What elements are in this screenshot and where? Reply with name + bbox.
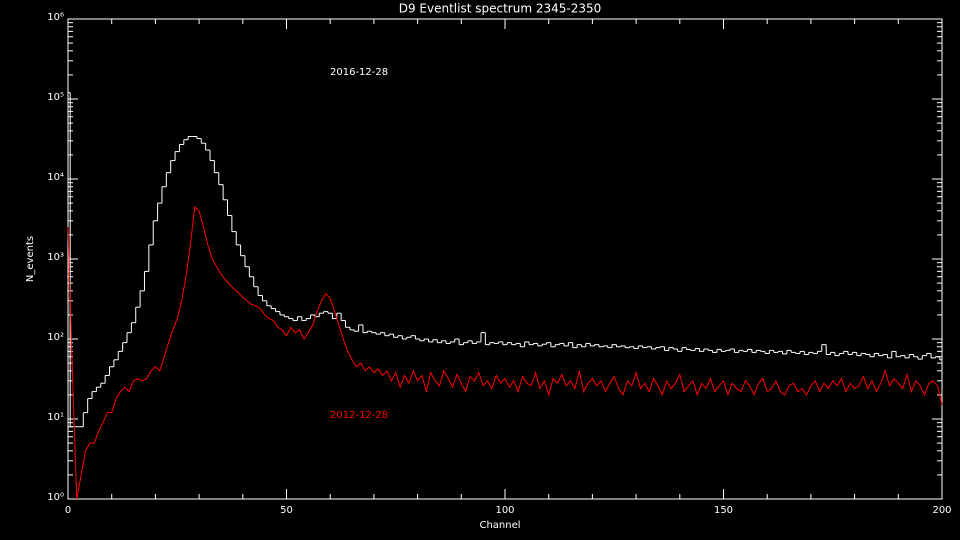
x-axis-label: Channel	[479, 520, 520, 531]
series-label: 2012-12-28	[330, 410, 388, 421]
y-axis-label: N_events	[25, 236, 36, 282]
y-tick-label: 10⁰	[47, 492, 64, 503]
x-tick-label: 100	[495, 505, 514, 516]
x-tick-label: 50	[280, 505, 293, 516]
y-tick-label: 10⁴	[47, 172, 64, 183]
y-tick-label: 10²	[47, 332, 64, 343]
plot-frame	[67, 18, 943, 500]
chart-title: D9 Eventlist spectrum 2345-2350	[399, 2, 602, 16]
y-tick-label: 10⁶	[47, 12, 64, 23]
x-tick-label: 0	[65, 505, 71, 516]
y-tick-label: 10⁵	[47, 92, 64, 103]
series-label: 2016-12-28	[330, 67, 388, 78]
x-tick-label: 150	[714, 505, 733, 516]
spectrum-line	[67, 205, 943, 500]
y-tick-label: 10¹	[47, 412, 64, 423]
x-tick-label: 200	[932, 505, 951, 516]
y-tick-label: 10³	[47, 252, 64, 263]
